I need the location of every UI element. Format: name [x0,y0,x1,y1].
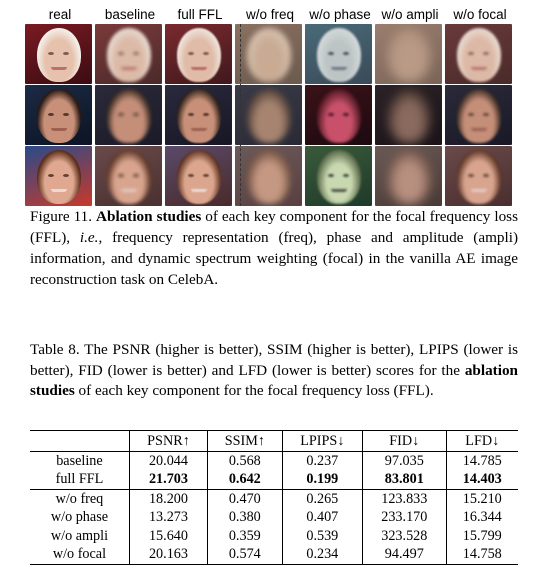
face-image [445,146,512,206]
figure-label: Figure 11. [30,208,93,225]
lpips-cell: 0.237 [282,451,364,471]
face-image [165,24,232,84]
table-row: w/o focal 20.163 0.574 0.234 94.497 14.7… [30,545,518,565]
face-image [235,24,302,84]
face-image [25,24,92,84]
table-row: w/o phase 13.273 0.380 0.407 233.170 16.… [30,508,518,527]
column-divider [240,24,241,206]
ssim-cell: 0.470 [207,489,283,509]
fid-cell: 233.170 [362,508,447,527]
table-row: w/o ampli 15.640 0.359 0.539 323.528 15.… [30,527,518,546]
face-image [235,85,302,145]
face-image [375,85,442,145]
fid-cell: 83.801 [362,470,447,490]
ssim-cell: 0.380 [207,508,283,527]
method-cell: w/o freq [30,489,130,509]
table-row: w/o freq 18.200 0.470 0.265 123.833 15.2… [30,489,518,509]
face-image [305,24,372,84]
header-lpips: LPIPS↓ [282,430,364,452]
lfd-cell: 14.403 [446,470,518,490]
psnr-cell: 15.640 [129,527,209,546]
method-cell: baseline [30,451,130,471]
lpips-cell: 0.539 [282,527,364,546]
fid-cell: 123.833 [362,489,447,509]
face-image [95,85,162,145]
lpips-cell: 0.265 [282,489,364,509]
column-header-baseline: baseline [104,7,156,22]
face-image [305,85,372,145]
figure-caption-bold: Ablation studies [96,208,202,225]
header-ssim: SSIM↑ [207,430,283,452]
face-image-grid [25,24,515,206]
scores-table: PSNR↑ SSIM↑ LPIPS↓ FID↓ LFD↓ baseline 20… [30,430,518,565]
lpips-cell: 0.234 [282,545,364,565]
table-row: baseline 20.044 0.568 0.237 97.035 14.78… [30,451,518,471]
fid-cell: 94.497 [362,545,447,565]
table-caption: Table 8. The PSNR (higher is better), SS… [30,340,518,402]
method-cell: w/o phase [30,508,130,527]
method-cell: w/o focal [30,545,130,565]
table-header-row: PSNR↑ SSIM↑ LPIPS↓ FID↓ LFD↓ [30,430,518,452]
lfd-cell: 16.344 [462,509,502,526]
lfd-cell: 15.210 [462,490,502,507]
face-image [235,146,302,206]
ssim-cell: 0.574 [207,545,283,565]
header-fid: FID↓ [362,430,447,452]
face-image [445,24,512,84]
column-header-wo-freq: w/o freq [245,7,295,22]
fid-cell: 97.035 [362,451,447,471]
lpips-cell: 0.407 [282,508,364,527]
table-row: full FFL 21.703 0.642 0.199 83.801 14.40… [30,470,518,490]
face-image [165,85,232,145]
fid-cell: 323.528 [362,527,447,546]
header-psnr: PSNR↑ [129,430,209,452]
figure-caption: Figure 11. Ablation studies of each key … [30,206,518,290]
face-image [25,146,92,206]
header-lfd: LFD↓ [446,430,518,452]
header-method [30,430,130,452]
psnr-cell: 13.273 [129,508,209,527]
face-image [375,24,442,84]
ssim-cell: 0.359 [207,527,283,546]
psnr-cell: 20.163 [129,545,209,565]
figure-caption-text: of each key component for the focal freq… [30,208,519,246]
lfd-cell: 14.785 [462,452,502,469]
figure-column-headers: real baseline full FFL w/o freq w/o phas… [25,7,515,23]
ssim-cell: 0.642 [207,470,283,490]
face-image [375,146,442,206]
ssim-cell: 0.568 [207,451,283,471]
face-image [305,146,372,206]
lfd-cell: 15.799 [462,527,502,544]
face-image [95,146,162,206]
column-header-full-ffl: full FFL [177,7,223,22]
table-caption-text-2: of each key component for the focal freq… [74,382,434,399]
psnr-cell: 20.044 [129,451,209,471]
figure-caption-ie: i.e. [79,229,99,246]
column-header-wo-ampli: w/o ampli [381,7,439,22]
lfd-cell: 14.758 [446,545,518,565]
face-image [25,85,92,145]
psnr-cell: 21.703 [129,470,209,490]
table-caption-bold: ablation studies [30,361,518,400]
figure-caption-text-2: , frequency representation (freq), phase… [30,229,518,288]
column-header-wo-focal: w/o focal [453,7,507,22]
face-image [165,146,232,206]
face-image [95,24,162,84]
method-cell: w/o ampli [30,527,130,546]
face-image [445,85,512,145]
psnr-cell: 18.200 [129,489,209,509]
table-caption-text: Table 8. The PSNR (higher is better), SS… [30,341,518,379]
column-header-real: real [48,7,72,22]
lpips-cell: 0.199 [282,470,364,490]
column-header-wo-phase: w/o phase [309,7,371,22]
method-cell: full FFL [30,470,130,490]
